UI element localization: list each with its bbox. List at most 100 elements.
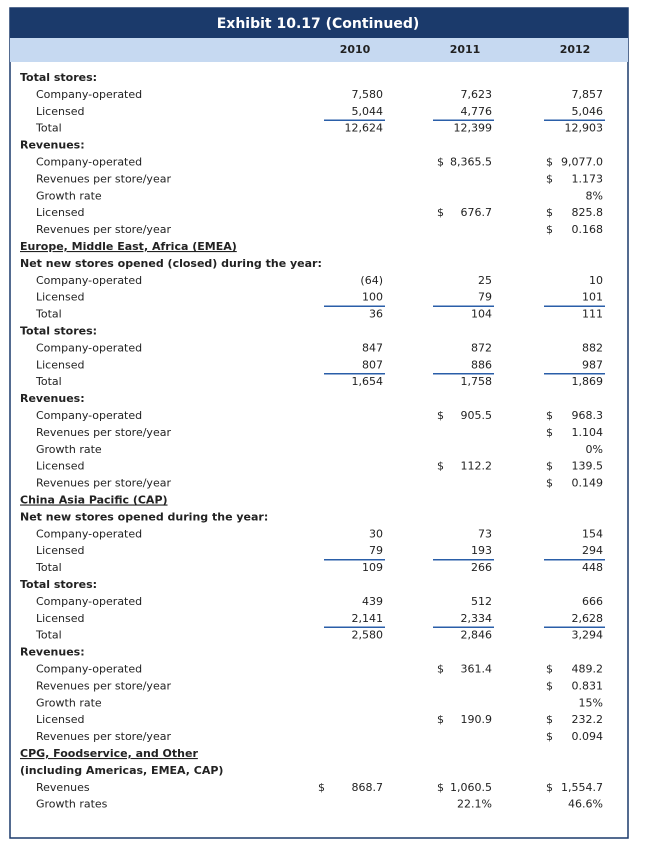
currency-symbol: $ — [318, 781, 325, 794]
currency-symbol: $ — [437, 206, 444, 219]
cell-value: 361.4 — [461, 663, 493, 676]
cell-value: 489.2 — [572, 663, 604, 676]
cell-value: 15% — [579, 696, 603, 709]
row-label: Growth rate — [36, 696, 102, 709]
currency-symbol: $ — [546, 713, 553, 726]
cell-value: 112.2 — [461, 460, 493, 473]
cell-value: 9,077.0 — [561, 156, 603, 169]
currency-symbol: $ — [546, 206, 553, 219]
row-heading: (including Americas, EMEA, CAP) — [20, 764, 223, 777]
cell-value: 5,044 — [352, 105, 384, 118]
cell-value: 868.7 — [352, 781, 384, 794]
cell-value: 232.2 — [572, 713, 604, 726]
cell-value: (64) — [360, 274, 383, 287]
currency-symbol: $ — [546, 477, 553, 490]
currency-symbol: $ — [437, 156, 444, 169]
row-label: Licensed — [36, 358, 84, 371]
cell-value: 1,060.5 — [450, 781, 492, 794]
row-label: Total — [35, 122, 62, 135]
row-label: Growth rate — [36, 443, 102, 456]
row-label: Revenues — [36, 781, 90, 794]
cell-value: 2,334 — [461, 612, 493, 625]
cell-value: 1,869 — [572, 375, 604, 388]
cell-value: 46.6% — [568, 798, 603, 811]
row-heading: Revenues: — [20, 139, 85, 152]
row-label: Revenues per store/year — [36, 172, 171, 185]
cell-value: 512 — [471, 595, 492, 608]
cell-value: 7,857 — [572, 88, 604, 101]
row-heading: Total stores: — [20, 325, 97, 338]
cell-value: 154 — [582, 527, 603, 540]
header-bar — [10, 38, 628, 62]
cell-value: 4,776 — [461, 105, 493, 118]
currency-symbol: $ — [546, 426, 553, 439]
row-label: Company-operated — [36, 341, 142, 354]
row-label: Licensed — [36, 206, 84, 219]
cell-value: 12,399 — [454, 122, 493, 135]
cell-value: 847 — [362, 341, 383, 354]
row-label: Revenues per store/year — [36, 679, 171, 692]
cell-value: 111 — [582, 308, 603, 321]
cell-value: 12,624 — [345, 122, 384, 135]
column-header: 2012 — [560, 43, 591, 56]
cell-value: 1,758 — [461, 375, 493, 388]
row-label: Company-operated — [36, 274, 142, 287]
cell-value: 79 — [478, 291, 492, 304]
currency-symbol: $ — [546, 781, 553, 794]
currency-symbol: $ — [546, 156, 553, 169]
currency-symbol: $ — [546, 679, 553, 692]
currency-symbol: $ — [437, 713, 444, 726]
cell-value: 190.9 — [461, 713, 493, 726]
currency-symbol: $ — [437, 663, 444, 676]
row-heading: Total stores: — [20, 578, 97, 591]
row-label: Growth rate — [36, 189, 102, 202]
row-label: Revenues per store/year — [36, 223, 171, 236]
currency-symbol: $ — [546, 223, 553, 236]
cell-value: 1.104 — [572, 426, 604, 439]
cell-value: 1,654 — [352, 375, 384, 388]
row-heading: Total stores: — [20, 71, 97, 84]
title: Exhibit 10.17 (Continued) — [217, 16, 420, 32]
row-label: Licensed — [36, 713, 84, 726]
cell-value: 2,628 — [572, 612, 604, 625]
currency-symbol: $ — [546, 730, 553, 743]
currency-symbol: $ — [546, 663, 553, 676]
row-label: Total — [35, 308, 62, 321]
cell-value: 968.3 — [572, 409, 604, 422]
cell-value: 1,554.7 — [561, 781, 603, 794]
cell-value: 7,580 — [352, 88, 384, 101]
cell-value: 73 — [478, 527, 492, 540]
row-label: Company-operated — [36, 663, 142, 676]
cell-value: 294 — [582, 544, 603, 557]
cell-value: 0.168 — [572, 223, 604, 236]
cell-value: 266 — [471, 561, 492, 574]
row-label: Growth rates — [36, 798, 108, 811]
row-label: Company-operated — [36, 88, 142, 101]
title-bar — [10, 8, 628, 38]
row-label: Company-operated — [36, 527, 142, 540]
row-label: Company-operated — [36, 156, 142, 169]
row-label: Licensed — [36, 291, 84, 304]
row-heading: Net new stores opened (closed) during th… — [20, 257, 322, 270]
row-heading: Revenues: — [20, 392, 85, 405]
cell-value: 22.1% — [457, 798, 492, 811]
cell-value: 882 — [582, 341, 603, 354]
column-header: 2010 — [340, 43, 371, 56]
cell-value: 30 — [369, 527, 383, 540]
currency-symbol: $ — [437, 409, 444, 422]
cell-value: 872 — [471, 341, 492, 354]
cell-value: 12,903 — [565, 122, 604, 135]
cell-value: 2,846 — [461, 629, 493, 642]
cell-value: 10 — [589, 274, 603, 287]
row-heading: Revenues: — [20, 646, 85, 659]
cell-value: 448 — [582, 561, 603, 574]
currency-symbol: $ — [437, 781, 444, 794]
row-label: Licensed — [36, 544, 84, 557]
row-label: Revenues per store/year — [36, 477, 171, 490]
row-label: Total — [35, 629, 62, 642]
cell-value: 8% — [586, 189, 603, 202]
row-label: Total — [35, 375, 62, 388]
row-label: Licensed — [36, 460, 84, 473]
row-heading: CPG, Foodservice, and Other — [20, 747, 198, 760]
